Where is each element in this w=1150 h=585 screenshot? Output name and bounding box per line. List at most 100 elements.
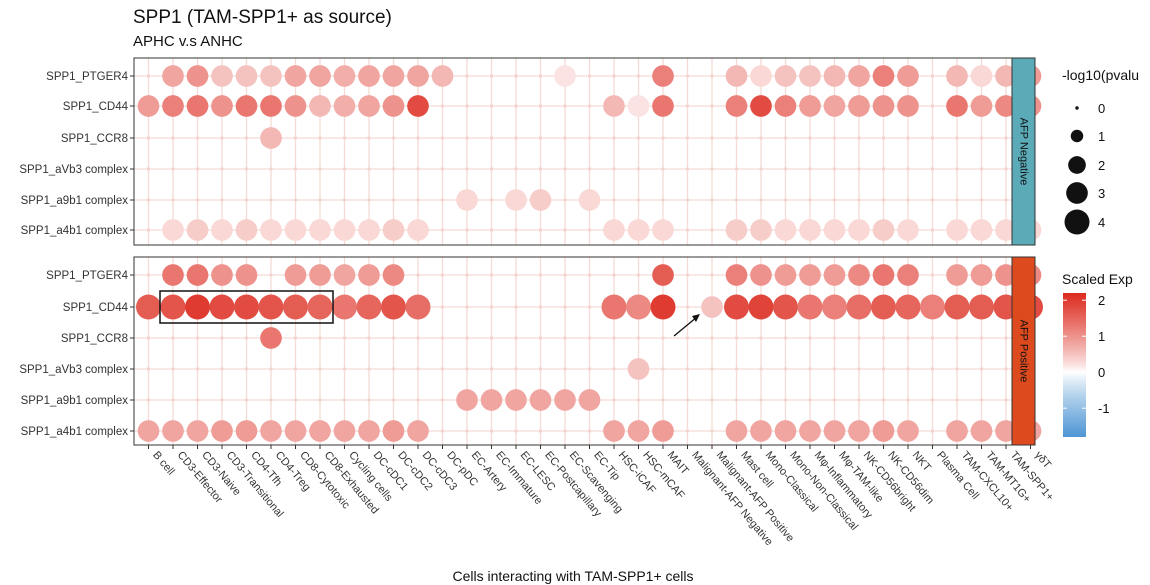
color-legend-title: Scaled Exp [1062, 271, 1133, 287]
data-point [514, 104, 518, 108]
data-point [636, 198, 641, 202]
data-point [514, 74, 518, 78]
data-point [416, 136, 420, 140]
y-tick-label: SPP1_PTGER4 [46, 270, 128, 282]
data-point [489, 367, 494, 371]
data-point [407, 65, 429, 87]
facet-strip [1011, 57, 1036, 246]
data-point [846, 294, 872, 320]
data-point [195, 336, 200, 340]
panel-background [134, 58, 1012, 245]
data-point [391, 167, 396, 171]
data-point [407, 95, 429, 117]
data-point [979, 167, 984, 171]
data-point [897, 264, 919, 286]
data-point [293, 336, 298, 340]
data-point [514, 336, 518, 340]
data-point [685, 398, 690, 402]
data-point [955, 136, 959, 140]
data-point [612, 136, 616, 140]
data-point [538, 167, 543, 171]
data-point [318, 198, 322, 202]
data-point [171, 336, 175, 340]
data-point [895, 294, 921, 320]
data-point [391, 136, 396, 140]
annotation-arrow [673, 316, 698, 337]
data-point [710, 136, 714, 140]
data-point [734, 336, 739, 340]
data-point [774, 95, 797, 117]
data-point [725, 420, 748, 442]
data-point [162, 65, 184, 87]
data-point [234, 294, 259, 320]
data-point [808, 167, 812, 171]
data-point [195, 398, 200, 402]
data-point [748, 294, 774, 320]
data-point [563, 228, 567, 232]
data-point [538, 136, 543, 140]
data-point [318, 167, 322, 171]
data-point [258, 294, 284, 320]
data-point [710, 198, 714, 202]
data-point [930, 429, 935, 433]
data-point [342, 398, 347, 402]
data-point [848, 219, 870, 241]
data-point [808, 367, 812, 371]
data-point [342, 367, 347, 371]
data-point [146, 336, 151, 340]
data-point [710, 228, 714, 232]
data-point [333, 65, 356, 87]
data-point [456, 389, 478, 411]
data-point [358, 219, 380, 241]
size-legend-dot [1075, 106, 1079, 110]
data-point [578, 389, 601, 411]
data-point [367, 167, 371, 171]
data-point [235, 420, 258, 442]
data-point [823, 65, 846, 87]
data-point [944, 294, 970, 320]
data-point [725, 219, 748, 241]
data-point [489, 305, 494, 309]
data-point [260, 65, 282, 87]
data-point [799, 264, 821, 286]
data-point [489, 336, 494, 340]
data-point [685, 336, 690, 340]
data-point [848, 95, 870, 117]
size-legend-label: 4 [1098, 215, 1105, 230]
data-point [554, 389, 576, 411]
data-point [186, 95, 209, 117]
data-point [465, 273, 469, 277]
data-point [759, 136, 763, 140]
data-point [171, 198, 175, 202]
data-point [906, 398, 910, 402]
data-point [269, 398, 273, 402]
data-point [587, 336, 592, 340]
facet-strip [1011, 256, 1036, 446]
data-point [946, 95, 968, 117]
data-point [407, 219, 429, 241]
data-point [284, 420, 307, 442]
data-point [857, 398, 861, 402]
data-point [382, 264, 405, 286]
data-point [358, 65, 380, 87]
data-point [416, 367, 420, 371]
data-point [587, 367, 592, 371]
data-point [269, 273, 273, 277]
data-point [563, 305, 567, 309]
data-point [832, 198, 837, 202]
data-point [710, 273, 714, 277]
data-point [554, 65, 576, 87]
data-point [514, 273, 518, 277]
data-point [465, 136, 469, 140]
data-point [416, 273, 420, 277]
data-point [587, 273, 592, 277]
data-point [587, 429, 592, 433]
data-point [750, 95, 772, 117]
data-point [881, 336, 886, 340]
data-point [930, 104, 935, 108]
data-point [505, 189, 527, 211]
data-point [970, 264, 993, 286]
y-tick-label: SPP1_CD44 [63, 302, 129, 314]
data-point [930, 198, 935, 202]
data-point [358, 95, 380, 117]
